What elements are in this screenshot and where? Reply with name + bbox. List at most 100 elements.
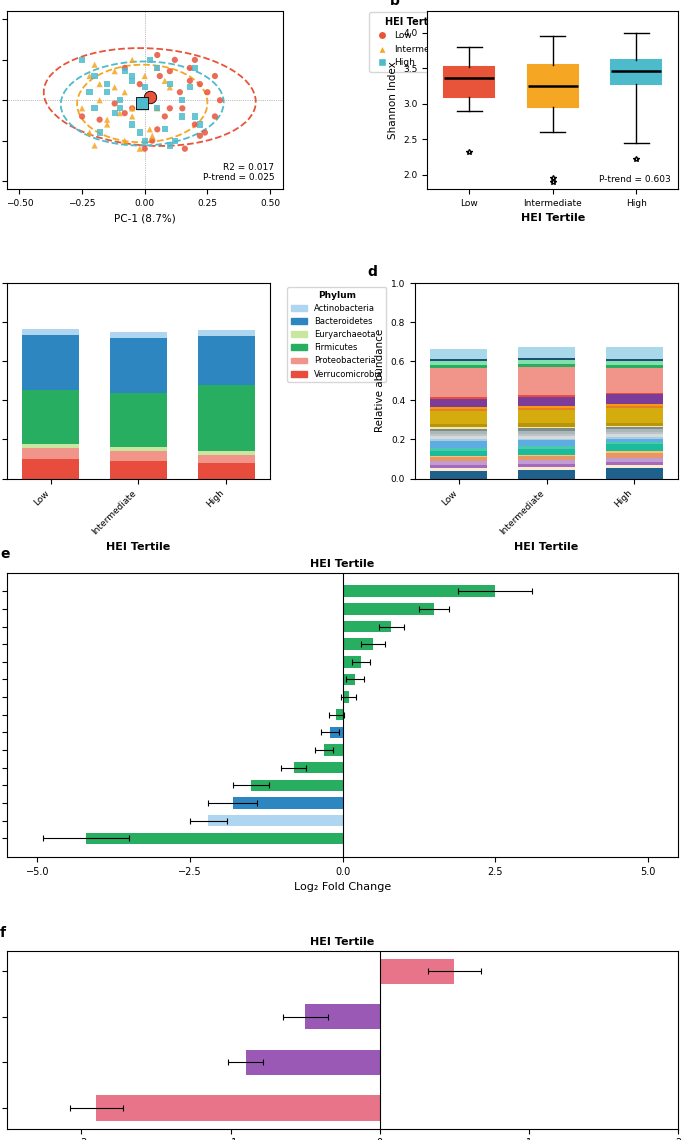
Y-axis label: Shannon Index: Shannon Index [388, 62, 398, 139]
Bar [330, 726, 342, 738]
Bar [518, 440, 575, 447]
Bar [110, 461, 167, 479]
Point [89, 137, 100, 155]
Point [89, 67, 100, 86]
Bar [606, 393, 663, 394]
Bar [342, 586, 495, 597]
Bar [518, 364, 575, 367]
Bar [518, 367, 575, 394]
Bar [22, 390, 79, 445]
Bar [606, 359, 663, 360]
Bar [518, 439, 575, 440]
Point [195, 127, 206, 145]
Bar [110, 337, 167, 392]
Bar [606, 437, 663, 439]
Point [127, 67, 138, 86]
Point [210, 67, 221, 86]
Point [134, 123, 145, 141]
Bar [198, 451, 255, 455]
Point [152, 99, 163, 117]
Point [119, 62, 130, 80]
Point [145, 120, 155, 138]
Bar [430, 399, 487, 407]
Bar [518, 358, 575, 360]
Bar [606, 462, 663, 465]
Bar [518, 433, 575, 435]
Bar [606, 407, 663, 408]
Text: e: e [0, 547, 10, 561]
Bar [606, 458, 663, 462]
Bar [606, 408, 663, 423]
Point [164, 99, 175, 117]
Point [114, 99, 125, 117]
Point [119, 83, 130, 101]
Bar [208, 815, 342, 826]
Point [101, 111, 112, 129]
Point [177, 91, 188, 109]
Point [77, 107, 88, 125]
Point [195, 115, 206, 133]
Bar [606, 467, 663, 479]
Point [101, 75, 112, 93]
Bar [342, 638, 373, 650]
Bar [430, 365, 487, 367]
Bar [22, 329, 79, 335]
Bar [606, 445, 663, 451]
Point [89, 99, 100, 117]
Point [152, 46, 163, 64]
Bar [430, 448, 487, 450]
Bar [86, 832, 342, 844]
PathPatch shape [611, 59, 662, 84]
Point [127, 115, 138, 133]
Bar [518, 467, 575, 470]
Point [177, 107, 188, 125]
X-axis label: HEI Tertile: HEI Tertile [514, 542, 579, 552]
Bar [336, 709, 342, 720]
Point [190, 115, 201, 133]
Bar [110, 447, 167, 451]
Bar [518, 408, 575, 409]
Bar [430, 440, 487, 441]
Point [127, 107, 138, 125]
Bar [342, 674, 355, 685]
Bar [430, 397, 487, 399]
Bar [110, 332, 167, 337]
Bar [518, 431, 575, 433]
Text: f: f [0, 926, 6, 940]
Bar [606, 423, 663, 426]
Bar [342, 656, 361, 668]
Bar [430, 441, 487, 448]
Point [134, 139, 145, 157]
Bar [430, 367, 487, 397]
Bar [606, 434, 663, 437]
Bar [110, 392, 167, 447]
Bar [430, 410, 487, 424]
Point [190, 51, 201, 70]
Point [164, 79, 175, 97]
Point [169, 51, 180, 70]
Point [139, 131, 150, 149]
Bar [110, 451, 167, 461]
Bar [198, 329, 255, 336]
Bar [606, 404, 663, 407]
Point [139, 139, 150, 157]
Point [214, 91, 225, 109]
Bar [518, 423, 575, 426]
Bar [430, 409, 487, 410]
Point [145, 51, 155, 70]
Bar [430, 428, 487, 429]
Bar [342, 691, 349, 703]
Point [127, 99, 138, 117]
Y-axis label: Relative abundance: Relative abundance [375, 329, 385, 432]
Bar [518, 397, 575, 406]
Point [175, 83, 186, 101]
Bar [306, 1004, 379, 1029]
Bar [22, 459, 79, 479]
Bar [518, 409, 575, 423]
Point [169, 131, 180, 149]
Bar [606, 432, 663, 434]
Text: b: b [390, 0, 400, 8]
Point [147, 131, 158, 149]
Bar [22, 448, 79, 459]
Point [114, 91, 125, 109]
